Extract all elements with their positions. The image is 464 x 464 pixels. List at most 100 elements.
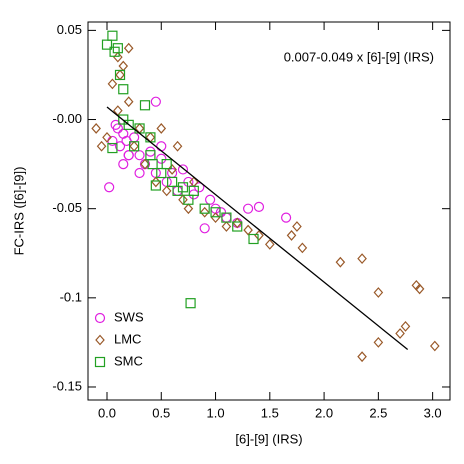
- point: [221, 221, 232, 232]
- point: [265, 238, 275, 250]
- point: [183, 176, 194, 188]
- point: [134, 167, 145, 179]
- point: [107, 30, 118, 41]
- point: [400, 320, 411, 332]
- point: [243, 203, 254, 214]
- point: [113, 51, 123, 63]
- point: [91, 123, 101, 134]
- legend-label: LMC: [114, 331, 141, 346]
- point: [205, 194, 216, 205]
- point: [248, 233, 259, 245]
- point: [102, 131, 112, 143]
- x-tick-label: 3.0: [424, 405, 442, 420]
- x-tick-label: 0.5: [152, 405, 170, 420]
- x-tick-label: 0.0: [98, 405, 116, 420]
- point: [101, 39, 113, 50]
- annotation: 0.007-0.049 x [6]-[9] (IRS): [284, 49, 434, 64]
- point: [150, 96, 161, 107]
- x-tick-label: 2.0: [315, 405, 333, 420]
- point: [161, 176, 172, 188]
- point: [414, 283, 425, 295]
- point: [221, 212, 232, 223]
- point: [280, 212, 292, 223]
- point: [199, 206, 210, 218]
- point: [107, 78, 118, 90]
- y-tick-label: -0.1: [60, 289, 82, 304]
- x-tick-label: 1.5: [261, 405, 279, 420]
- point: [150, 167, 161, 179]
- point: [156, 123, 167, 134]
- point: [210, 207, 221, 218]
- point: [104, 182, 115, 193]
- point: [185, 298, 196, 309]
- point: [139, 100, 151, 111]
- point: [183, 203, 194, 215]
- point: [292, 221, 302, 232]
- point: [199, 223, 210, 234]
- point: [232, 217, 243, 229]
- point: [357, 351, 367, 363]
- point: [161, 159, 172, 170]
- point: [335, 256, 346, 268]
- point: [194, 182, 205, 193]
- point: [177, 164, 189, 175]
- point: [118, 159, 129, 170]
- point: [115, 69, 125, 81]
- legend-label: SMC: [114, 353, 143, 368]
- point: [145, 132, 156, 143]
- point: [243, 224, 253, 236]
- point: [395, 328, 405, 339]
- y-tick-label: -0.15: [52, 378, 82, 393]
- point: [232, 221, 243, 232]
- point: [112, 123, 123, 134]
- point: [129, 132, 140, 143]
- point: [172, 185, 183, 196]
- point: [215, 207, 227, 218]
- point: [129, 141, 140, 152]
- point: [151, 176, 161, 188]
- point: [221, 212, 232, 223]
- x-tick-label: 2.5: [369, 405, 387, 420]
- plot-frame: [87, 21, 451, 401]
- point: [107, 142, 118, 154]
- point: [145, 146, 156, 157]
- point: [188, 185, 199, 196]
- point: [129, 140, 139, 152]
- point: [118, 114, 129, 125]
- fit-line: [106, 106, 409, 351]
- point: [167, 176, 178, 188]
- point: [430, 340, 440, 352]
- point: [156, 167, 167, 179]
- point: [178, 194, 188, 206]
- point: [150, 180, 161, 191]
- y-tick-label: -0.00: [52, 111, 82, 126]
- point: [156, 153, 167, 164]
- point: [134, 150, 145, 161]
- point: [253, 201, 265, 212]
- point: [357, 253, 367, 265]
- point: [109, 46, 120, 57]
- y-tick-label: -0.05: [52, 200, 82, 215]
- point: [123, 119, 134, 130]
- point: [96, 140, 107, 152]
- point: [123, 150, 134, 161]
- point: [199, 203, 210, 214]
- point: [183, 194, 194, 205]
- point: [177, 182, 189, 193]
- point: [172, 185, 183, 196]
- x-tick-label: 1.0: [207, 405, 225, 420]
- point: [118, 84, 129, 95]
- point: [112, 43, 123, 54]
- point: [118, 60, 129, 72]
- point: [114, 141, 126, 152]
- point: [123, 96, 134, 108]
- point: [297, 242, 308, 254]
- point: [161, 185, 172, 197]
- point: [167, 164, 177, 175]
- legend-label: SWS: [114, 309, 144, 324]
- legend-marker: [95, 334, 105, 346]
- y-tick-label: 0.05: [57, 22, 82, 37]
- y-axis-label: FC-IRS ([6]-[9]): [11, 167, 26, 256]
- point: [172, 140, 183, 152]
